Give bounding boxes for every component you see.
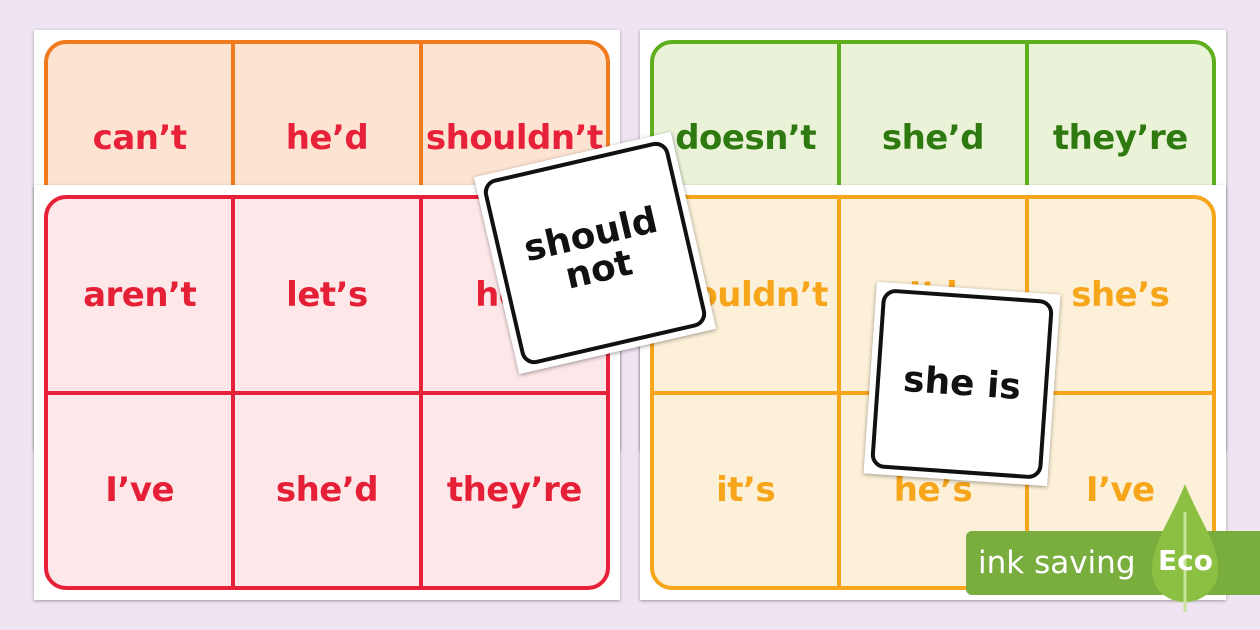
- ink-saving-badge: ink saving: [966, 531, 1260, 595]
- word-card-she-is[interactable]: she is: [863, 281, 1061, 487]
- bingo-cell: she’d: [235, 394, 419, 586]
- card-text: should not: [481, 139, 709, 367]
- card-text: she is: [869, 288, 1055, 480]
- bingo-cell: it’s: [654, 394, 838, 586]
- badge-label: ink saving: [978, 545, 1136, 581]
- leaf-icon: [1152, 484, 1218, 612]
- bingo-cell: I’ve: [48, 394, 232, 586]
- bingo-board-amber: wouldn’tI’dshe’sit’she’sI’ve: [650, 195, 1216, 590]
- bingo-cell: aren’t: [48, 199, 232, 391]
- eco-label: Eco: [1158, 544, 1213, 577]
- bingo-cell: they’re: [422, 394, 606, 586]
- bingo-cell: let’s: [235, 199, 419, 391]
